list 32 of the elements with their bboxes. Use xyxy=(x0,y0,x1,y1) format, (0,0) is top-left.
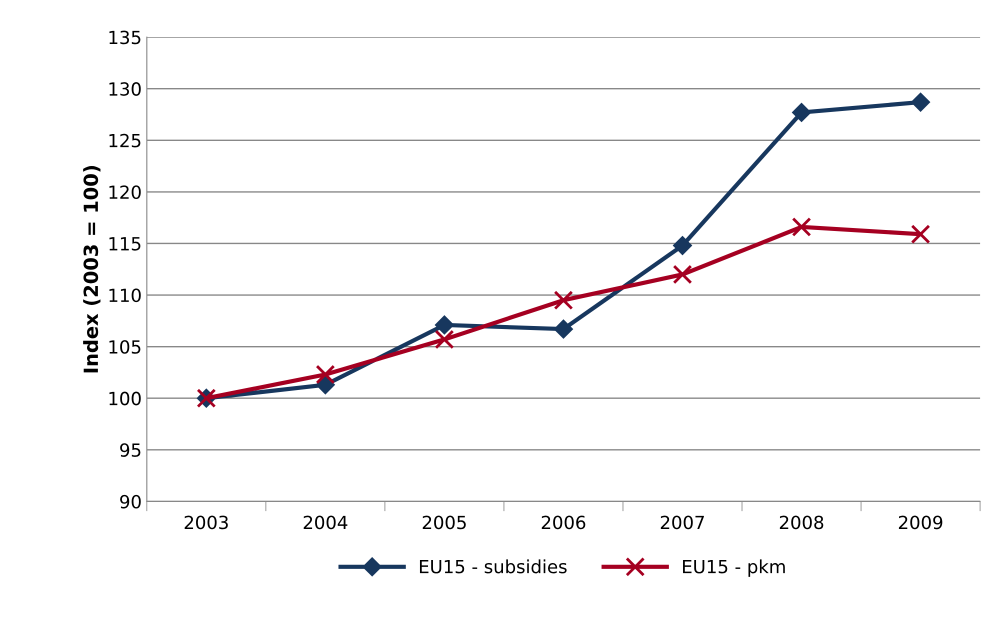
y-tick-label: 115 xyxy=(109,237,140,251)
y-tick-label: 105 xyxy=(109,340,140,354)
point xyxy=(672,236,692,256)
y-tick-label: 90 xyxy=(120,494,141,509)
y-tick-label: 125 xyxy=(109,134,140,148)
point xyxy=(792,102,812,122)
point xyxy=(910,224,930,244)
point xyxy=(672,264,692,284)
x-tick-label: 2007 xyxy=(660,516,704,530)
point xyxy=(316,364,336,384)
y-tick-label: 120 xyxy=(109,185,141,200)
y-tick-label: 135 xyxy=(109,30,140,44)
x-tick-label: 2009 xyxy=(898,516,942,530)
y-tick-label: 95 xyxy=(120,443,140,457)
x-tick-label: 2008 xyxy=(780,516,824,530)
y-tick-label: 130 xyxy=(109,82,141,96)
x-tick-label: 2006 xyxy=(542,516,586,530)
point xyxy=(792,217,812,237)
legend-label: EU15 - subsidies xyxy=(420,559,567,574)
y-axis-title: Index (2003 = 100) xyxy=(83,166,100,372)
point xyxy=(316,375,335,394)
x-tick-label: 2003 xyxy=(184,516,228,530)
point xyxy=(554,320,573,339)
point xyxy=(554,290,574,310)
x-tick-label: 2005 xyxy=(422,516,466,530)
point xyxy=(911,92,930,112)
y-tick-label: 100 xyxy=(109,392,141,406)
legend-label: EU15 - pkm xyxy=(683,559,785,577)
point xyxy=(434,330,454,350)
y-tick-label: 110 xyxy=(109,288,141,302)
point xyxy=(434,315,454,335)
x-tick-label: 2004 xyxy=(304,516,348,530)
